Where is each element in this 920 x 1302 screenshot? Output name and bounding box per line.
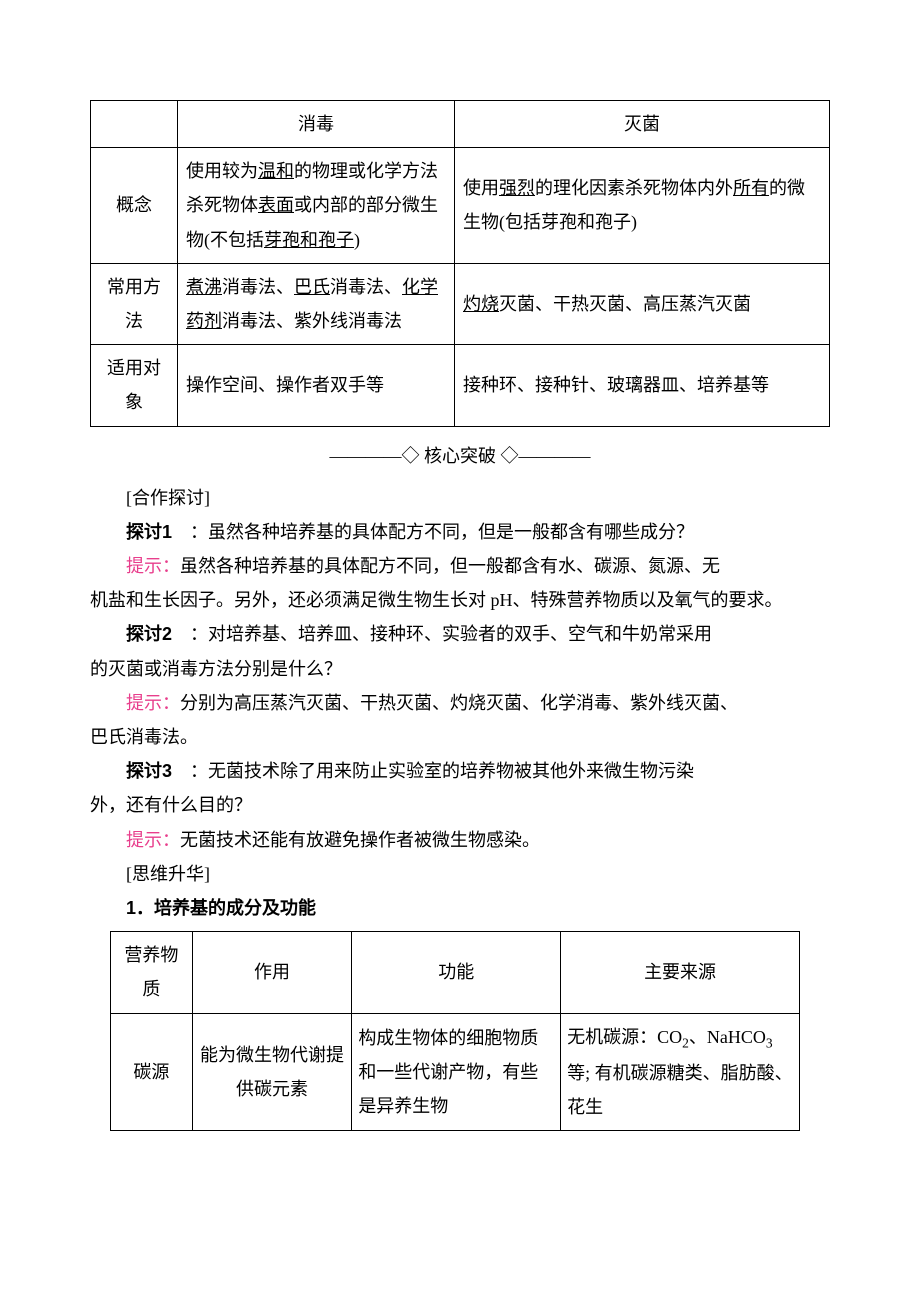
cell-header-sterilization: 灭菌 xyxy=(455,101,830,148)
question-text: ：对培养基、培养皿、接种环、实验者的双手、空气和牛奶常采用 xyxy=(172,624,712,644)
subscript: 2 xyxy=(682,1035,689,1050)
cooperate-heading: [合作探讨] xyxy=(90,481,830,515)
answer-label: 提示： xyxy=(126,693,180,713)
answer-text: 虽然各种培养基的具体配方不同，但一般都含有水、碳源、氮源、无 xyxy=(180,556,720,576)
row-label-concept: 概念 xyxy=(91,148,178,264)
cell-carbon-role: 能为微生物代谢提供碳元素 xyxy=(192,1013,352,1131)
question-label: 探讨3 xyxy=(126,761,172,781)
row-label-objects: 适用对象 xyxy=(91,345,178,426)
cell-concept-sterilization: 使用强烈的理化因素杀死物体内外所有的微生物(包括芽孢和孢子) xyxy=(455,148,830,264)
cell-carbon-function: 构成生物体的细胞物质和一些代谢产物，有些是异养生物 xyxy=(352,1013,561,1131)
cell-objects-disinfection: 操作空间、操作者双手等 xyxy=(178,345,455,426)
question-text: ：虽然各种培养基的具体配方不同，但是一般都含有哪些成分？ xyxy=(172,522,694,542)
cell-methods-disinfection: 煮沸消毒法、巴氏消毒法、化学药剂消毒法、紫外线消毒法 xyxy=(178,263,455,344)
text: 消毒法、 xyxy=(330,277,402,297)
table-row: 营养物质 作用 功能 主要来源 xyxy=(111,932,800,1013)
header-source: 主要来源 xyxy=(561,932,800,1013)
underline-text: 强烈 xyxy=(499,178,535,198)
text: 消毒法、 xyxy=(222,277,294,297)
think-heading: [思维升华] xyxy=(90,857,830,891)
question-1: 探讨1 ：虽然各种培养基的具体配方不同，但是一般都含有哪些成分？ xyxy=(90,515,830,549)
underline-text: 表面 xyxy=(258,195,294,215)
text: 使用较为 xyxy=(186,161,258,181)
subscript: 3 xyxy=(766,1035,773,1050)
answer-1: 提示：虽然各种培养基的具体配方不同，但一般都含有水、碳源、氮源、无 xyxy=(90,549,830,583)
table-row: 适用对象 操作空间、操作者双手等 接种环、接种针、玻璃器皿、培养基等 xyxy=(91,345,830,426)
nutrient-table: 营养物质 作用 功能 主要来源 碳源 能为微生物代谢提供碳元素 构成生物体的细胞… xyxy=(110,931,800,1131)
section-divider: ————◇ 核心突破 ◇———— xyxy=(90,439,830,473)
header-function: 功能 xyxy=(352,932,561,1013)
table-row: 消毒 灭菌 xyxy=(91,101,830,148)
cell-methods-sterilization: 灼烧灭菌、干热灭菌、高压蒸汽灭菌 xyxy=(455,263,830,344)
text: 灭菌、干热灭菌、高压蒸汽灭菌 xyxy=(499,294,751,314)
answer-label: 提示： xyxy=(126,830,180,850)
question-2-cont: 的灭菌或消毒方法分别是什么？ xyxy=(90,652,830,686)
answer-text: 无菌技术还能有放避免操作者被微生物感染。 xyxy=(180,830,540,850)
cell-header-disinfection: 消毒 xyxy=(178,101,455,148)
header-nutrient: 营养物质 xyxy=(111,932,193,1013)
question-text: ：无菌技术除了用来防止实验室的培养物被其他外来微生物污染 xyxy=(172,761,694,781)
question-3-cont: 外，还有什么目的？ xyxy=(90,788,830,822)
underline-text: 煮沸 xyxy=(186,277,222,297)
text: 使用 xyxy=(463,178,499,198)
underline-text: 芽孢和孢子 xyxy=(264,230,354,250)
header-role: 作用 xyxy=(192,932,352,1013)
text: ) xyxy=(354,230,360,250)
text: 的理化因素杀死物体内外 xyxy=(535,178,733,198)
text: 消毒法、紫外线消毒法 xyxy=(222,311,402,331)
underline-text: 灼烧 xyxy=(463,294,499,314)
underline-text: 温和 xyxy=(258,161,294,181)
underline-text: 所有 xyxy=(733,178,769,198)
question-3: 探讨3 ：无菌技术除了用来防止实验室的培养物被其他外来微生物污染 xyxy=(90,754,830,788)
text: 无机碳源：CO xyxy=(567,1027,682,1047)
table-row: 碳源 能为微生物代谢提供碳元素 构成生物体的细胞物质和一些代谢产物，有些是异养生… xyxy=(111,1013,800,1131)
underline-text: 巴氏 xyxy=(294,277,330,297)
section-1-title: 1．培养基的成分及功能 xyxy=(90,891,830,925)
answer-2-cont: 巴氏消毒法。 xyxy=(90,720,830,754)
answer-text: 分别为高压蒸汽灭菌、干热灭菌、灼烧灭菌、化学消毒、紫外线灭菌、 xyxy=(180,693,738,713)
question-label: 探讨2 xyxy=(126,624,172,644)
question-label: 探讨1 xyxy=(126,522,172,542)
row-label-methods: 常用方法 xyxy=(91,263,178,344)
document-page: 消毒 灭菌 概念 使用较为温和的物理或化学方法杀死物体表面或内部的部分微生物(不… xyxy=(0,0,920,1203)
table-row: 概念 使用较为温和的物理或化学方法杀死物体表面或内部的部分微生物(不包括芽孢和孢… xyxy=(91,148,830,264)
cell-objects-sterilization: 接种环、接种针、玻璃器皿、培养基等 xyxy=(455,345,830,426)
cell-blank xyxy=(91,101,178,148)
answer-1-cont: 机盐和生长因子。另外，还必须满足微生物生长对 pH、特殊营养物质以及氧气的要求。 xyxy=(90,583,830,617)
text: 、NaHCO xyxy=(689,1027,766,1047)
disinfection-sterilization-table: 消毒 灭菌 概念 使用较为温和的物理或化学方法杀死物体表面或内部的部分微生物(不… xyxy=(90,100,830,427)
table-row: 常用方法 煮沸消毒法、巴氏消毒法、化学药剂消毒法、紫外线消毒法 灼烧灭菌、干热灭… xyxy=(91,263,830,344)
text: 等; 有机碳源糖类、脂肪酸、花生 xyxy=(567,1063,793,1117)
cell-concept-disinfection: 使用较为温和的物理或化学方法杀死物体表面或内部的部分微生物(不包括芽孢和孢子) xyxy=(178,148,455,264)
answer-2: 提示：分别为高压蒸汽灭菌、干热灭菌、灼烧灭菌、化学消毒、紫外线灭菌、 xyxy=(90,686,830,720)
cell-carbon: 碳源 xyxy=(111,1013,193,1131)
answer-label: 提示： xyxy=(126,556,180,576)
question-2: 探讨2 ：对培养基、培养皿、接种环、实验者的双手、空气和牛奶常采用 xyxy=(90,617,830,651)
answer-3: 提示：无菌技术还能有放避免操作者被微生物感染。 xyxy=(90,823,830,857)
cell-carbon-source: 无机碳源：CO2、NaHCO3 等; 有机碳源糖类、脂肪酸、花生 xyxy=(561,1013,800,1131)
